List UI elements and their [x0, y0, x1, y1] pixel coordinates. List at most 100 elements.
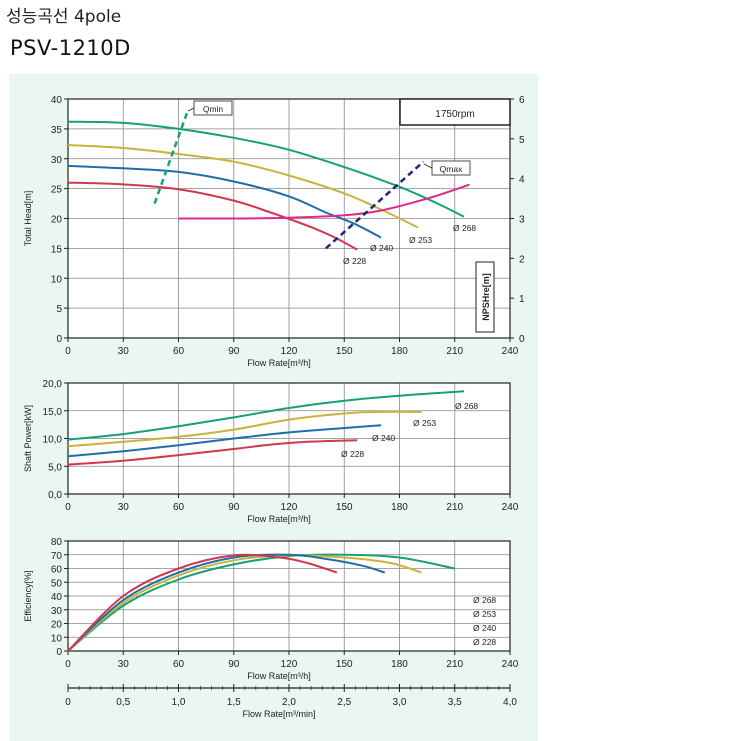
y-tick-label-efficiency: 10 — [51, 633, 63, 644]
npsh-axis-title: NPSHre[m] — [481, 273, 491, 321]
x-tick-label-head: 120 — [281, 346, 298, 357]
power-curve-label: Ø 253 — [413, 418, 436, 428]
y2-tick-label: 4 — [519, 175, 525, 186]
x-tick-label-efficiency: 150 — [336, 659, 353, 670]
y-tick-label-efficiency: 0 — [56, 647, 62, 658]
curve-head-d240 — [67, 164, 382, 239]
y-tick-label-power: 0,0 — [48, 490, 62, 501]
x-tick-label-head: 0 — [65, 346, 71, 357]
curve-efficiency-d253 — [67, 554, 422, 652]
y2-tick-label: 2 — [519, 254, 525, 265]
x-tick-label-head: 60 — [173, 346, 185, 357]
x2-tick-label: 4,0 — [503, 697, 517, 708]
npsh-curve — [178, 183, 470, 220]
power-curve-label: Ø 268 — [455, 401, 478, 411]
x2-tick-label: 3,5 — [448, 697, 462, 708]
x-tick-label-power: 60 — [173, 502, 185, 513]
x-tick-label-head: 240 — [502, 346, 519, 357]
head-curve-label: Ø 253 — [409, 235, 432, 245]
x-tick-label-power: 90 — [228, 502, 240, 513]
y-axis-title-power: Shaft Power[kW] — [23, 405, 33, 472]
y-tick-label-head: 10 — [51, 274, 63, 285]
qmax-label: Qmax — [440, 164, 463, 174]
curve-efficiency-d268 — [67, 553, 455, 652]
x-axis-title-power: Flow Rate[m³/h] — [247, 514, 311, 524]
x-tick-label-power: 180 — [391, 502, 408, 513]
chart-title-korean: 성능곡선 4pole — [6, 7, 122, 27]
x2-tick-label: 0,5 — [116, 697, 130, 708]
x2-tick-label: 2,5 — [337, 697, 351, 708]
x-tick-label-efficiency: 180 — [391, 659, 408, 670]
y-tick-label-efficiency: 50 — [51, 578, 63, 589]
y-tick-label-head: 5 — [56, 304, 62, 315]
y-tick-label-head: 15 — [51, 244, 63, 255]
x-tick-label-efficiency: 210 — [446, 659, 463, 670]
efficiency-legend-label: Ø 268 — [473, 595, 496, 605]
x2-tick-label: 3,0 — [393, 697, 407, 708]
x2-tick-label: 1,5 — [227, 697, 241, 708]
y-tick-label-head: 0 — [56, 334, 62, 345]
y-tick-label-head: 20 — [51, 215, 63, 226]
qmax-line — [325, 160, 425, 250]
curve-head-d228 — [67, 181, 358, 251]
y-tick-label-efficiency: 80 — [51, 537, 63, 548]
x-tick-label-efficiency: 120 — [281, 659, 298, 670]
y-tick-label-head: 25 — [51, 185, 63, 196]
x-tick-label-head: 150 — [336, 346, 353, 357]
x-tick-label-power: 30 — [118, 502, 130, 513]
x-tick-label-power: 150 — [336, 502, 353, 513]
y2-tick-label: 3 — [519, 215, 525, 226]
y-tick-label-power: 15,0 — [43, 407, 63, 418]
power-curve-label: Ø 228 — [341, 449, 364, 459]
npsh-label-box — [475, 261, 495, 333]
y2-tick-label: 1 — [519, 294, 525, 305]
x-tick-label-efficiency: 60 — [173, 659, 185, 670]
x-tick-label-efficiency: 0 — [65, 659, 71, 670]
rpm-box — [399, 98, 511, 126]
rpm-label: 1750rpm — [435, 109, 474, 120]
x2-axis-title: Flow Rate[m³/min] — [242, 709, 315, 719]
x-tick-label-power: 240 — [502, 502, 519, 513]
x-tick-label-head: 210 — [446, 346, 463, 357]
y2-tick-label: 6 — [519, 95, 525, 106]
y2-tick-label: 0 — [519, 334, 525, 345]
x-tick-label-efficiency: 240 — [502, 659, 519, 670]
y-tick-label-head: 35 — [51, 125, 63, 136]
x-tick-label-head: 90 — [228, 346, 240, 357]
head-curve-label: Ø 268 — [453, 223, 476, 233]
x-tick-label-head: 30 — [118, 346, 130, 357]
qmax-label-box — [431, 160, 471, 176]
curve-power-d253 — [67, 410, 422, 448]
x2-tick-label: 1,0 — [172, 697, 186, 708]
y-tick-label-efficiency: 30 — [51, 606, 63, 617]
power-curve-label: Ø 240 — [372, 433, 395, 443]
x-tick-label-efficiency: 90 — [228, 659, 240, 670]
x-tick-label-power: 120 — [281, 502, 298, 513]
efficiency-legend-label: Ø 253 — [473, 609, 496, 619]
head-curve-label: Ø 228 — [343, 256, 366, 266]
qmin-label-box — [193, 100, 233, 116]
qmin-line — [153, 110, 189, 204]
x-tick-label-power: 210 — [446, 502, 463, 513]
curve-power-d268 — [67, 390, 465, 441]
x-tick-label-efficiency: 30 — [118, 659, 130, 670]
y-tick-label-head: 40 — [51, 95, 63, 106]
x-tick-label-head: 180 — [391, 346, 408, 357]
x-axis-title-efficiency: Flow Rate[m³/h] — [247, 671, 311, 681]
y-tick-label-head: 30 — [51, 155, 63, 166]
y-axis-title-head: Total Head[m] — [23, 191, 33, 247]
qmin-label: Qmin — [203, 104, 224, 114]
head-curve-label: Ø 240 — [370, 243, 393, 253]
qmax-leader — [423, 163, 433, 169]
curve-head-d253 — [67, 144, 419, 229]
x-tick-label-power: 0 — [65, 502, 71, 513]
y-tick-label-power: 10,0 — [43, 435, 63, 446]
y-axis-title-efficiency: Efficiency[%] — [23, 570, 33, 621]
y-tick-label-power: 20,0 — [43, 379, 63, 390]
qmin-leader — [187, 107, 195, 112]
y-tick-label-efficiency: 20 — [51, 620, 63, 631]
y-tick-label-efficiency: 70 — [51, 551, 63, 562]
x-axis-title-head: Flow Rate[m³/h] — [247, 358, 311, 368]
y-tick-label-efficiency: 40 — [51, 592, 63, 603]
efficiency-legend-label: Ø 228 — [473, 637, 496, 647]
